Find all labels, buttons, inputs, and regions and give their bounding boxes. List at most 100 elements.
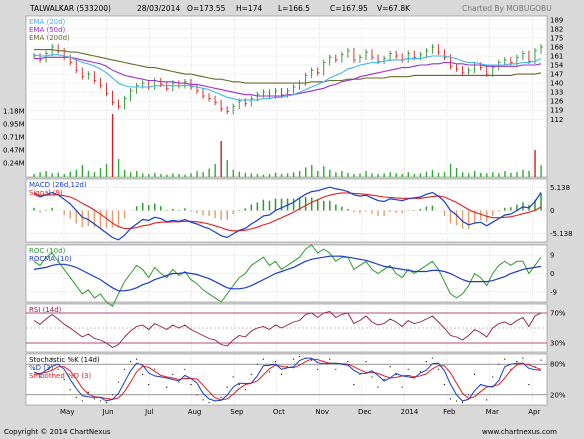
stoch-k-point (166, 386, 168, 388)
volume-bar (184, 174, 186, 177)
legend-entry-16-0: EMA (20d) (29, 18, 66, 26)
stoch-k-point (117, 381, 120, 383)
price-tick-2: 175 (550, 34, 563, 42)
volume-tick-0: 1.18M (3, 108, 25, 116)
macd-histogram-bar (87, 210, 90, 227)
stoch-k-point (498, 363, 500, 365)
price-tick-0: 189 (550, 16, 563, 24)
volume-bar (178, 174, 180, 177)
volume-bar (63, 174, 65, 177)
site-text: www.chartnexus.com (482, 428, 557, 436)
price-tick-10: 119 (550, 107, 563, 115)
macd-histogram-bar (117, 210, 120, 227)
macd-histogram-bar (190, 210, 192, 212)
volume-bar (214, 163, 216, 177)
macd-histogram-bar (111, 210, 114, 228)
volume-bar (105, 163, 108, 177)
volume-bar (280, 174, 283, 177)
open-label: O=173.55 (187, 4, 226, 13)
macd-histogram-bar (461, 210, 464, 229)
volume-bar (220, 141, 222, 177)
stoch-k-point (63, 378, 65, 381)
macd-tick-2: -5.138 (550, 230, 573, 238)
volume-bar (317, 171, 319, 177)
volume-bar (292, 172, 295, 177)
legend-entry-245-1: ROCMA (10) (29, 255, 72, 263)
stoch-k-point (329, 358, 331, 360)
macd-histogram-bar (540, 193, 542, 211)
macd-histogram-bar (81, 210, 84, 228)
stoch-k-point (45, 363, 47, 365)
stoch-k-point (401, 386, 403, 388)
stoch-k-point (178, 381, 180, 383)
stoch-k-point (383, 378, 385, 381)
volume-bar (528, 171, 530, 177)
volume-bar (467, 173, 470, 177)
volume-bar (111, 114, 114, 177)
x-tick-label-1: Jun (102, 408, 114, 416)
volume-bar (232, 169, 234, 177)
credit-label: Charted By MOBUGOBU (462, 4, 552, 13)
roc-tick-2: -9 (550, 288, 557, 296)
volume-bar (142, 173, 144, 177)
volume-bar (395, 173, 397, 177)
macd-histogram-bar (172, 208, 174, 211)
volume-bar (69, 171, 72, 177)
stoch-k-point (467, 394, 470, 396)
volume-bar (172, 173, 174, 177)
stoch-k-point (142, 373, 144, 375)
macd-histogram-bar (389, 210, 391, 213)
stoch-k-point (268, 371, 270, 373)
rsi-tick-0: 70% (550, 310, 566, 318)
stoch-k-point (33, 368, 35, 370)
stoch-k-point (226, 386, 228, 388)
volume-bar (486, 173, 488, 177)
macd-histogram-bar (455, 210, 458, 226)
price-tick-1: 182 (550, 25, 563, 33)
macd-histogram-bar (516, 204, 518, 211)
price-tick-3: 168 (550, 43, 563, 51)
legend-entry-304-0: RSI (14d) (29, 306, 62, 314)
x-tick-label-10: Mar (486, 408, 499, 416)
stoch-k-point (111, 394, 114, 396)
stoch-k-point (39, 376, 41, 378)
macd-histogram-bar (413, 209, 416, 211)
macd-histogram-bar (310, 197, 313, 211)
panel-bg-4 (25, 353, 548, 406)
stoch-k-point (492, 376, 494, 378)
macd-histogram-bar (323, 200, 325, 211)
volume-bar (443, 172, 446, 177)
volume-bar (425, 171, 428, 177)
macd-histogram-bar (232, 210, 234, 215)
macd-histogram-bar (93, 210, 96, 228)
volume-bar (45, 171, 47, 177)
macd-histogram-bar (208, 210, 210, 216)
volume-bar (226, 160, 228, 177)
volume-bar (202, 172, 204, 177)
stoch-k-point (443, 384, 446, 386)
stoch-k-point (105, 401, 108, 404)
macd-histogram-bar (425, 206, 428, 211)
macd-histogram-bar (492, 210, 494, 216)
macd-histogram-bar (184, 208, 186, 211)
stoch-k-point (504, 358, 506, 360)
macd-histogram-bar (160, 206, 162, 211)
volume-bar (498, 173, 500, 177)
x-tick-label-11: Apr (528, 408, 540, 416)
macd-histogram-bar (449, 210, 452, 224)
volume-bar (190, 173, 192, 177)
macd-histogram-bar (45, 209, 47, 211)
legend-entry-179-0: MACD (26d,12d) (29, 181, 87, 189)
volume-bar (534, 150, 536, 177)
price-tick-9: 126 (550, 98, 564, 106)
volume-bar (311, 165, 313, 177)
macd-histogram-bar (226, 210, 228, 220)
volume-bar (377, 174, 379, 177)
legend-entry-245-0: ROC (10d) (29, 247, 66, 255)
stoch-k-point (148, 384, 150, 386)
signal-line (33, 192, 542, 232)
stoch-k-point (365, 361, 367, 363)
stoch-k-point (371, 376, 373, 378)
price-tick-5: 154 (550, 62, 564, 70)
